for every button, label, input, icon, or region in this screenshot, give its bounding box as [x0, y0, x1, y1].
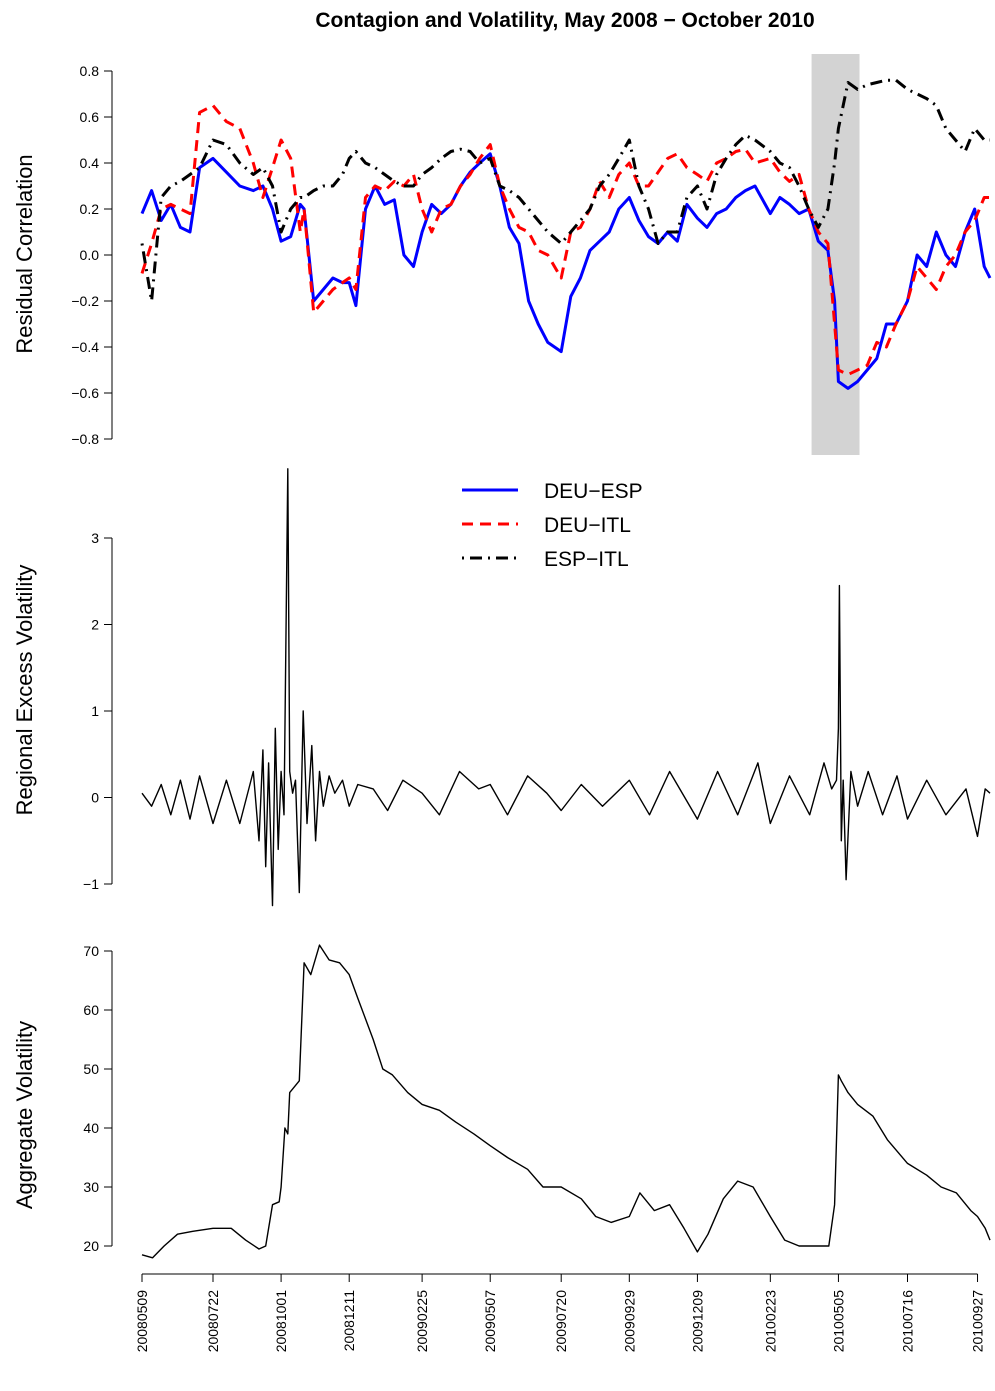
- y-axis-label-aggregate-volatility: Aggregate Volatility: [12, 1021, 37, 1209]
- x-tick-label: 20100505: [830, 1290, 846, 1353]
- legend-label-deu-esp: DEU−ESP: [544, 480, 643, 503]
- series-group-correlation: [140, 78, 992, 390]
- y-tick-label: −0.4: [71, 339, 99, 355]
- series-line-p2-0: [141, 468, 991, 907]
- y-tick-label: 1: [91, 703, 99, 719]
- panel-aggregate-volatility: 20 30 40 50 60 70 Aggregate Volatility 200805…: [12, 943, 991, 1353]
- y-tick-label: 0.0: [80, 247, 100, 263]
- x-tick-label: 20090929: [621, 1290, 637, 1353]
- x-tick-label: 20100223: [762, 1290, 778, 1353]
- chart-title: Contagion and Volatility, May 2008 − Oct…: [315, 9, 814, 32]
- x-tick-label: 20100716: [900, 1290, 916, 1353]
- y-tick-label: 40: [83, 1120, 99, 1136]
- panel-residual-correlation: −0.8 −0.6 −0.4 −0.2 0.0 0.2 0.4 0.6 0.8 Residual…: [12, 54, 992, 455]
- series-line-deu-esp: [140, 152, 992, 390]
- y-axis-label-regional-excess-volatility: Regional Excess Volatility: [12, 565, 37, 816]
- series-line-deu-itl: [140, 104, 990, 377]
- x-tick-label: 20090225: [414, 1290, 430, 1353]
- y-tick-label: −0.6: [71, 385, 99, 401]
- x-tick-label: 20080722: [205, 1290, 221, 1353]
- y-tick-label: 0.2: [80, 201, 100, 217]
- shaded-period: [811, 54, 860, 455]
- x-tick-label: 20090507: [482, 1290, 498, 1353]
- legend: DEU−ESP DEU−ITL ESP−ITL: [462, 480, 643, 571]
- y-axis-residual-correlation: −0.8 −0.6 −0.4 −0.2 0.0 0.2 0.4 0.6 0.8: [71, 63, 113, 447]
- series-line-esp-itl: [140, 78, 990, 303]
- y-axis-regional-excess-volatility: −1 0 1 2 3: [83, 530, 113, 892]
- panel-regional-excess-volatility: −1 0 1 2 3 Regional Excess Volatility: [12, 468, 991, 907]
- legend-label-deu-itl: DEU−ITL: [544, 514, 631, 537]
- y-tick-label: 2: [91, 617, 99, 633]
- series-group-aggregate-volatility: [141, 944, 991, 1259]
- x-tick-label: 20081001: [273, 1290, 289, 1353]
- series-line-p3-0: [141, 944, 991, 1259]
- y-tick-label: 50: [83, 1061, 99, 1077]
- y-tick-label: 0.4: [80, 155, 100, 171]
- y-tick-label: 70: [83, 943, 99, 959]
- x-axis-dates: 20080509 20080722 20081001 20081211 20090225…: [134, 1273, 986, 1353]
- x-tick-label: 20080509: [134, 1290, 150, 1353]
- y-tick-label: 20: [83, 1238, 99, 1254]
- series-group-excess-volatility: [141, 468, 991, 907]
- y-tick-label: 30: [83, 1179, 99, 1195]
- y-axis-aggregate-volatility: 20 30 40 50 60 70: [83, 943, 113, 1254]
- legend-label-esp-itl: ESP−ITL: [544, 548, 629, 571]
- x-tick-label: 20090720: [553, 1290, 569, 1353]
- y-tick-label: 60: [83, 1002, 99, 1018]
- x-tick-label: 20100927: [970, 1290, 986, 1353]
- x-tick-label: 20081211: [341, 1290, 357, 1351]
- x-tick-label: 20091209: [689, 1290, 705, 1353]
- y-tick-label: 3: [91, 530, 99, 546]
- y-tick-label: 0: [91, 790, 99, 806]
- y-tick-label: −0.2: [71, 293, 99, 309]
- y-tick-label: −1: [83, 876, 99, 892]
- y-axis-label-residual-correlation: Residual Correlation: [12, 154, 37, 353]
- y-tick-label: 0.6: [80, 109, 100, 125]
- y-tick-label: 0.8: [80, 63, 100, 79]
- y-tick-label: −0.8: [71, 431, 99, 447]
